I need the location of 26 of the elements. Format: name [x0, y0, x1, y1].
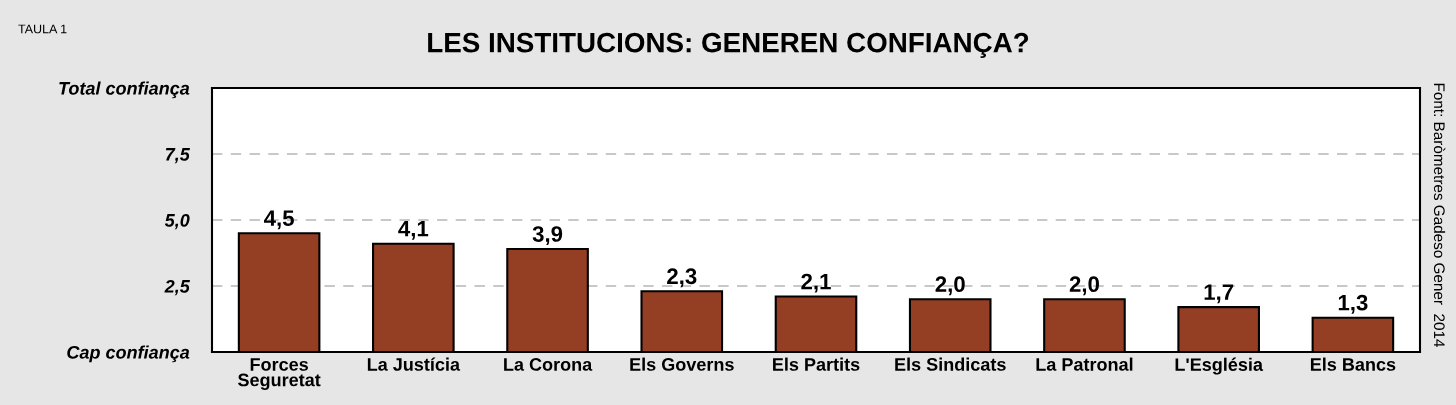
y-tick-label: 5,0 — [164, 213, 190, 230]
y-tick-label: 7,5 — [165, 148, 190, 164]
chart-title: LES INSTITUCIONS: GENEREN CONFIANÇA? — [428, 32, 1029, 58]
x-tick-label: Els Governs — [630, 357, 734, 371]
x-tick-label: L'Església — [1175, 357, 1264, 375]
data-label: 2,0 — [1069, 276, 1099, 296]
data-label: 4,5 — [264, 210, 294, 230]
data-label: 2,3 — [667, 268, 697, 288]
x-tick-label: Els Bancs — [1310, 357, 1396, 371]
data-label: 4,1 — [398, 221, 429, 240]
data-label: 2,1 — [801, 273, 831, 293]
data-label: 3,9 — [532, 226, 563, 246]
y-tick-label: Cap confiança — [67, 345, 190, 363]
x-tick-label: La Justícia — [367, 357, 461, 371]
data-label: 1,7 — [1204, 284, 1234, 304]
y-tick-label: 2,5 — [164, 279, 190, 296]
data-label: 2,0 — [935, 276, 965, 296]
data-label: 1,3 — [1338, 294, 1368, 314]
x-tick-label: Forces Seguretat — [237, 358, 321, 390]
y-tick-label: Total confiança — [59, 81, 190, 99]
x-tick-label: Els Sindicats — [895, 357, 1006, 371]
x-tick-label: La Corona — [504, 358, 593, 371]
x-tick-label: Els Partits — [773, 357, 860, 371]
text: Font: Baròmetres Gadeso Gener 2014 — [1433, 83, 1446, 348]
x-tick-label: La Patronal — [1036, 357, 1133, 371]
text: TAULA 1 — [18, 24, 67, 34]
